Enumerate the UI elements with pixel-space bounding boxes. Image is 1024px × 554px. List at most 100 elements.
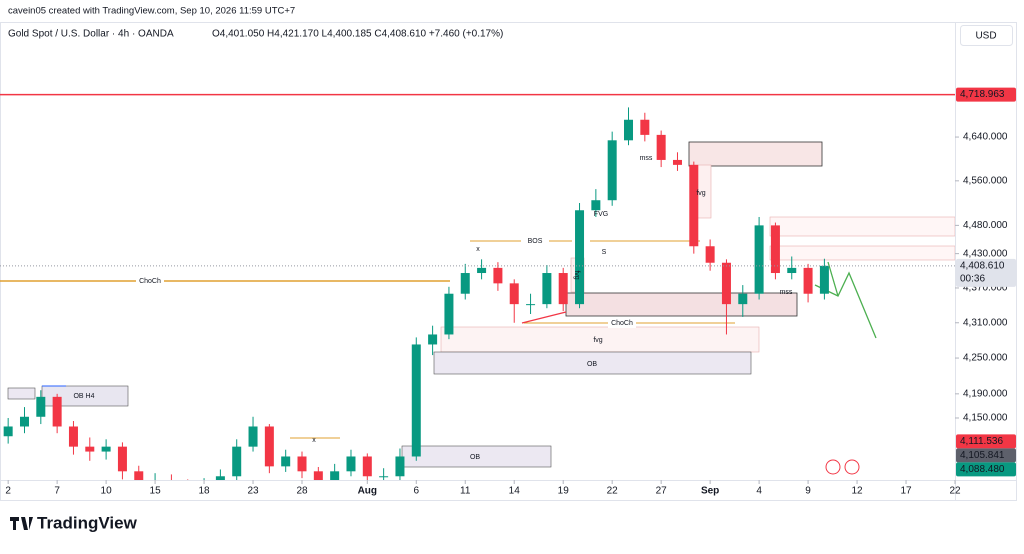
annotation: ChoCh bbox=[611, 320, 633, 327]
candle-body bbox=[477, 267, 487, 274]
credit: cavein05 created with TradingView.com, S… bbox=[8, 6, 295, 17]
candle-body bbox=[36, 396, 46, 417]
candle-body bbox=[770, 225, 780, 274]
currency-button[interactable] bbox=[960, 25, 1013, 46]
y-tick-label: 4,190.000 bbox=[963, 388, 1008, 399]
y-tick-label: 4,250.000 bbox=[963, 353, 1008, 364]
label-bg bbox=[521, 236, 549, 246]
candle-body bbox=[509, 283, 519, 305]
annotation: fvg bbox=[696, 190, 705, 197]
x-tick-label: 14 bbox=[509, 486, 521, 497]
y-tick-label: 4,560.000 bbox=[963, 175, 1008, 186]
candle-body bbox=[281, 456, 291, 467]
annotation: x bbox=[312, 437, 316, 444]
annotation: fvg bbox=[573, 270, 580, 279]
y-tick-label: 4,310.000 bbox=[963, 317, 1008, 328]
candle-body bbox=[19, 416, 29, 427]
candle-body bbox=[183, 486, 192, 490]
x-tick-label: 23 bbox=[247, 486, 259, 497]
candle-body bbox=[460, 273, 470, 294]
price-tag bbox=[956, 434, 1016, 449]
price-tag bbox=[956, 87, 1016, 102]
price-tag-label: 4,105.841 bbox=[960, 450, 1005, 461]
candle-body bbox=[167, 481, 176, 486]
x-tick-label: 11 bbox=[460, 486, 471, 497]
x-tick-label: 22 bbox=[949, 486, 961, 497]
candle-body bbox=[313, 471, 323, 480]
candle-body bbox=[640, 119, 650, 135]
candle-body bbox=[542, 273, 552, 305]
x-tick-label: 9 bbox=[805, 486, 811, 497]
trend-line bbox=[521, 311, 567, 324]
candle-body bbox=[754, 225, 764, 294]
x-tick-label: Aug bbox=[358, 486, 377, 497]
price-tag bbox=[956, 448, 1016, 463]
price-tag-label: 4,111.536 bbox=[960, 436, 1003, 447]
candle-body bbox=[705, 246, 715, 263]
x-tick-label: 17 bbox=[900, 486, 912, 497]
event-icon[interactable] bbox=[825, 459, 841, 475]
logo: TradingView bbox=[10, 513, 138, 532]
candle-body bbox=[558, 273, 568, 305]
candles bbox=[3, 107, 829, 490]
drawings bbox=[0, 141, 955, 468]
symbol-title: Gold Spot / U.S. Dollar · 4h · OANDA bbox=[8, 29, 174, 40]
price-tag-label: 4,088.480 bbox=[960, 464, 1005, 475]
candle-body bbox=[787, 267, 797, 274]
x-tick-label: Sep bbox=[701, 486, 719, 497]
candle-body bbox=[248, 426, 258, 447]
candle-body bbox=[444, 293, 454, 335]
x-tick-label: 10 bbox=[101, 486, 113, 497]
annotation: ChoCh bbox=[139, 278, 161, 285]
y-tick-label: 4,640.000 bbox=[963, 132, 1008, 143]
label-bg bbox=[608, 318, 636, 328]
x-tick-label: 18 bbox=[198, 486, 210, 497]
price-tag bbox=[956, 258, 1016, 287]
candle-body bbox=[575, 210, 585, 305]
annotation: OB bbox=[587, 361, 597, 368]
candle-body bbox=[232, 446, 242, 477]
candle-body bbox=[52, 396, 62, 427]
candle-body bbox=[330, 471, 340, 480]
x-tick-label: 4 bbox=[756, 486, 762, 497]
annotation: mss bbox=[780, 289, 793, 296]
price-tag bbox=[956, 462, 1016, 477]
candle-body bbox=[672, 159, 682, 165]
y-tick-label: 4,370.000 bbox=[963, 283, 1008, 294]
candle-body bbox=[411, 344, 421, 457]
candle-body bbox=[68, 426, 78, 447]
x-tick-label: 22 bbox=[607, 486, 619, 497]
x-tick-label: 27 bbox=[656, 486, 668, 497]
candle-body bbox=[85, 446, 95, 452]
annotation: S bbox=[602, 249, 607, 256]
price-tag-label: 4,408.610 bbox=[960, 260, 1005, 271]
candle-body bbox=[721, 262, 731, 305]
x-tick-label: 7 bbox=[54, 486, 60, 497]
candle-body bbox=[379, 476, 389, 478]
zone bbox=[769, 245, 955, 261]
zone bbox=[440, 326, 760, 353]
y-tick-label: 4,480.000 bbox=[963, 220, 1008, 231]
event-icon[interactable] bbox=[844, 459, 860, 475]
zone bbox=[7, 387, 36, 400]
annotation: OB bbox=[470, 454, 480, 461]
candle-body bbox=[117, 446, 127, 472]
candle-body bbox=[738, 293, 748, 305]
price-tag-label: 4,718.963 bbox=[960, 89, 1005, 100]
zone bbox=[41, 385, 129, 407]
candle-body bbox=[101, 446, 111, 452]
frame bbox=[0, 22, 1017, 501]
x-tick-label: 19 bbox=[558, 486, 570, 497]
candle-body bbox=[264, 426, 274, 467]
candle-body bbox=[297, 456, 307, 472]
currency[interactable]: USD bbox=[975, 31, 996, 42]
x-tick-label: 2 bbox=[5, 486, 11, 497]
annotation: OB H4 bbox=[73, 393, 94, 400]
y-tick-label: 4,430.000 bbox=[963, 248, 1008, 259]
zone bbox=[565, 292, 798, 317]
candle-body bbox=[526, 304, 536, 306]
candle-body bbox=[215, 476, 225, 480]
countdown: 00:36 bbox=[960, 273, 985, 284]
